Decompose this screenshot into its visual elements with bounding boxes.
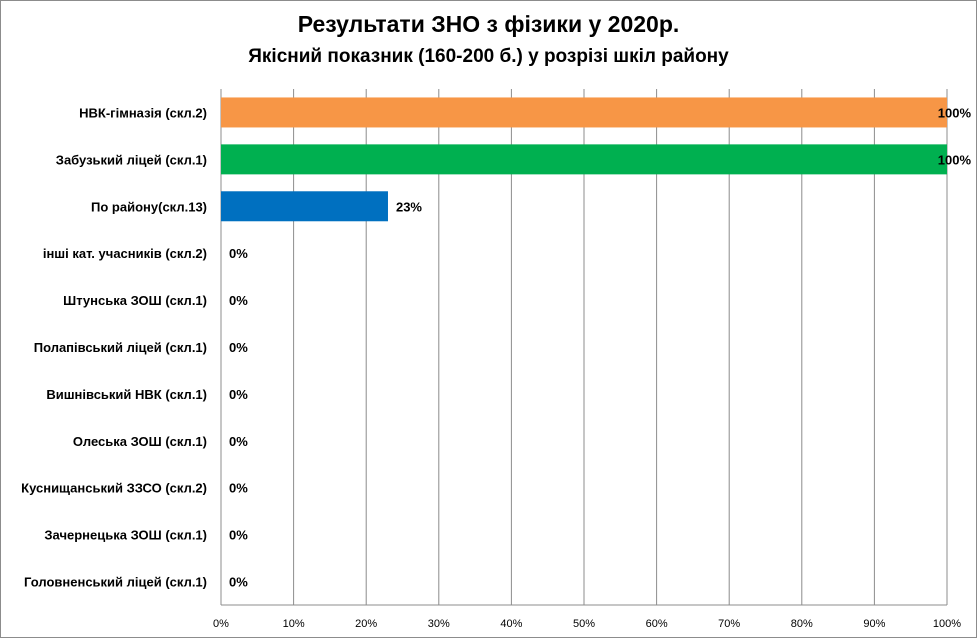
x-tick-label: 0% <box>213 618 229 630</box>
chart-title: Результати ЗНО з фізики у 2020р. <box>297 11 680 37</box>
data-label: 0% <box>229 528 248 543</box>
category-label: Штунська ЗОШ (скл.1) <box>63 293 207 308</box>
data-label: 0% <box>229 387 248 402</box>
category-label: Головненський ліцей (скл.1) <box>24 575 207 590</box>
x-tick-label: 50% <box>573 618 595 630</box>
data-label: 100% <box>938 152 972 167</box>
data-label: 100% <box>938 105 972 120</box>
data-label: 0% <box>229 481 248 496</box>
data-label: 0% <box>229 434 248 449</box>
category-label: Зачернецька ЗОШ (скл.1) <box>44 528 207 543</box>
x-tick-label: 100% <box>933 618 961 630</box>
x-tick-label: 10% <box>283 618 305 630</box>
x-tick-label: 30% <box>428 618 450 630</box>
bar <box>221 97 947 128</box>
data-label: 0% <box>229 293 248 308</box>
x-tick-label: 90% <box>863 618 885 630</box>
chart-subtitle: Якісний показник (160-200 б.) у розрізі … <box>248 46 729 67</box>
x-tick-label: 40% <box>500 618 522 630</box>
x-tick-label: 70% <box>718 618 740 630</box>
category-label: Олеська ЗОШ (скл.1) <box>73 434 207 449</box>
category-label: Забузький ліцей (скл.1) <box>56 152 207 167</box>
x-tick-label: 60% <box>646 618 668 630</box>
bar <box>221 191 388 222</box>
category-label: інші кат. учасників (скл.2) <box>43 246 207 261</box>
x-tick-label: 80% <box>791 618 813 630</box>
data-label: 23% <box>396 199 422 214</box>
category-label: Вишнівський НВК (скл.1) <box>46 387 207 402</box>
x-tick-label: 20% <box>355 618 377 630</box>
data-label: 0% <box>229 575 248 590</box>
category-label: По району(скл.13) <box>91 199 207 214</box>
data-label: 0% <box>229 246 248 261</box>
category-label: НВК-гімназія (скл.2) <box>79 105 207 120</box>
category-label: Куснищанський ЗЗСО (скл.2) <box>21 481 207 496</box>
bar <box>221 144 947 175</box>
data-label: 0% <box>229 340 248 355</box>
category-label: Полапівський ліцей (скл.1) <box>34 340 207 355</box>
